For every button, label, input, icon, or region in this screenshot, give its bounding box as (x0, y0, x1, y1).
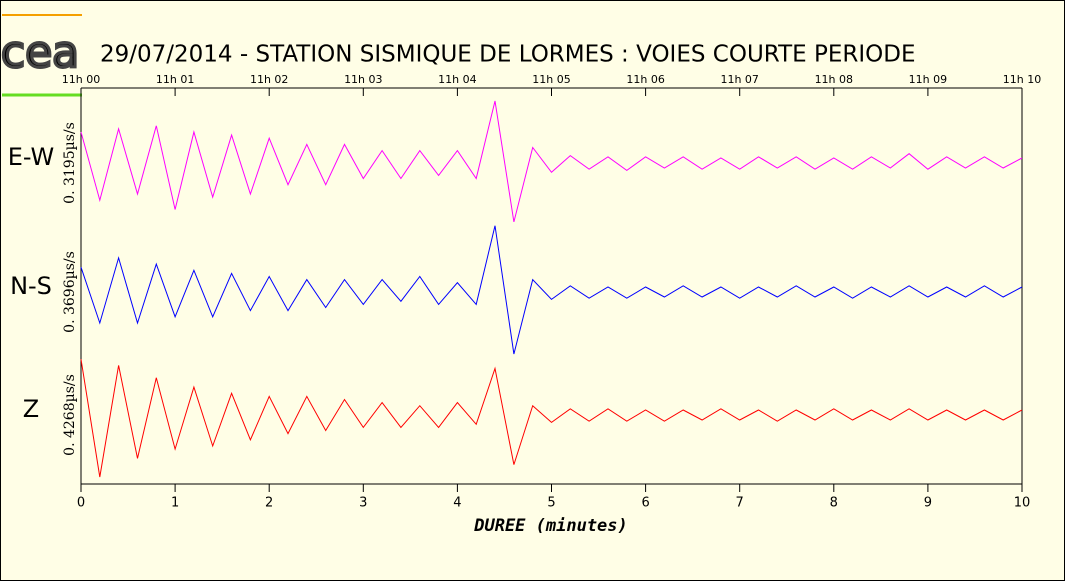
x-tick-label: 6 (641, 496, 649, 511)
top-tick-label: 11h 04 (438, 73, 476, 86)
x-axis-label: DUREE (minutes) (473, 516, 628, 536)
top-tick-label: 11h 10 (1003, 73, 1041, 86)
x-tick-label: 10 (1014, 496, 1031, 511)
x-tick-label: 9 (924, 496, 932, 511)
x-tick-label: 7 (736, 496, 744, 511)
top-tick-label: 11h 08 (815, 73, 853, 86)
channel-label: Z (23, 395, 39, 423)
x-tick-label: 2 (265, 496, 273, 511)
trace (80, 100, 1023, 223)
top-tick-label: 11h 03 (344, 73, 382, 86)
x-tick-label: 3 (359, 496, 367, 511)
top-tick-label: 11h 07 (720, 73, 758, 86)
top-tick-label: 11h 02 (250, 73, 288, 86)
channel-label: E-W (8, 143, 55, 171)
logo: cea (1, 27, 79, 78)
x-tick-label: 5 (547, 496, 555, 511)
scale-label: 0. 4268µs/s (62, 374, 78, 456)
channel-label: N-S (10, 272, 52, 300)
top-tick-label: 11h 01 (156, 73, 194, 86)
trace (80, 225, 1023, 355)
trace (80, 359, 1023, 478)
top-tick-label: 11h 09 (909, 73, 947, 86)
top-tick-label: 11h 00 (62, 73, 100, 86)
x-tick-label: 4 (453, 496, 461, 511)
x-tick-label: 8 (830, 496, 838, 511)
top-tick-label: 11h 06 (626, 73, 664, 86)
x-tick-label: 0 (77, 496, 85, 511)
top-tick-label: 11h 05 (532, 73, 570, 86)
x-tick-label: 1 (171, 496, 179, 511)
chart-title: 29/07/2014 - STATION SISMIQUE DE LORMES … (100, 42, 916, 68)
scale-label: 0. 3195µs/s (62, 122, 78, 204)
scale-label: 0. 3696µs/s (62, 251, 78, 333)
